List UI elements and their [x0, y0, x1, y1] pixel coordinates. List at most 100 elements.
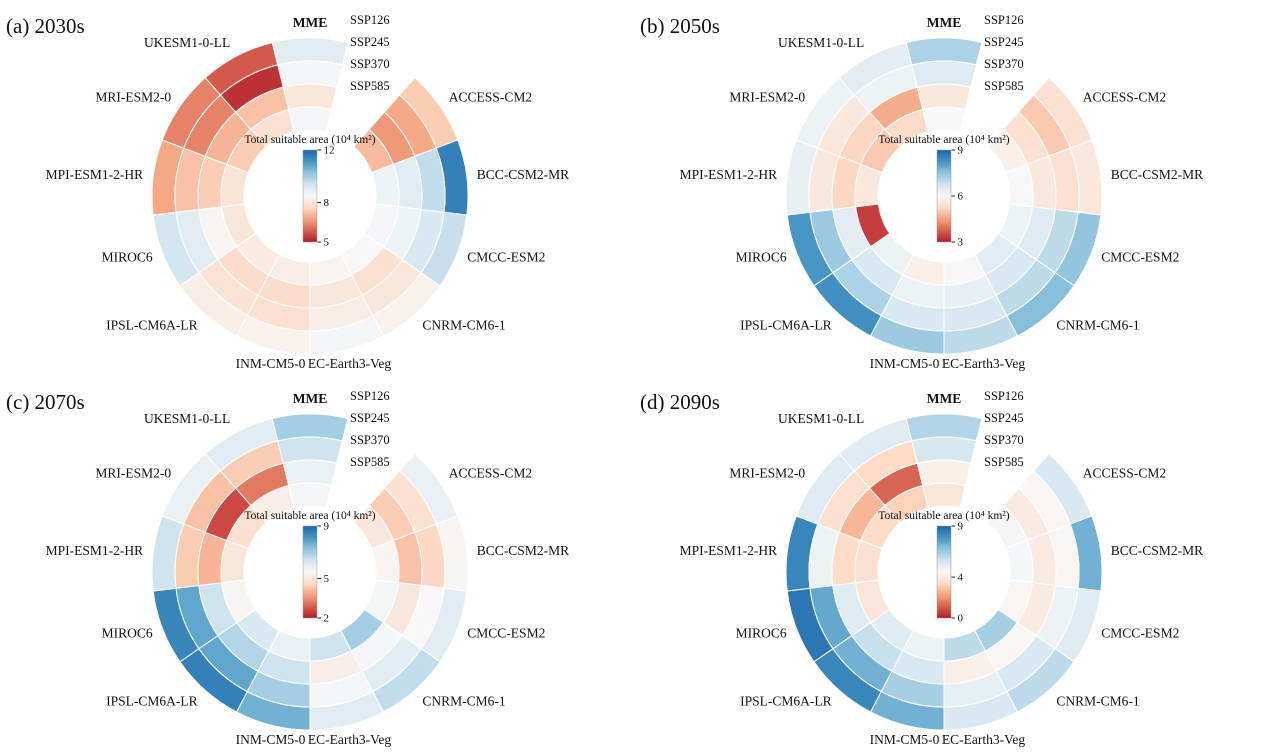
cell-BCC-CSM2-MR-SSP585 [1005, 539, 1034, 584]
model-label-UKESM1-0-LL: UKESM1-0-LL [778, 35, 864, 50]
ring-separator [283, 83, 337, 88]
colorbar-tick-label: 12 [324, 145, 335, 157]
ring-separator [911, 436, 977, 442]
colorbar [936, 149, 952, 243]
model-label-INM-CM5-0: INM-CM5-0 [870, 356, 940, 371]
ring-label-SSP245: SSP245 [984, 35, 1024, 49]
ring-label-SSP585: SSP585 [984, 79, 1024, 93]
ring-label-SSP370: SSP370 [350, 57, 390, 71]
ring-separator [277, 60, 343, 66]
ring-label-SSP245: SSP245 [350, 411, 390, 425]
ring-label-SSP245: SSP245 [350, 35, 390, 49]
model-label-EC-Earth3-Veg: EC-Earth3-Veg [308, 356, 391, 371]
colorbar-tick-label: 9 [324, 521, 330, 533]
ring-separator [197, 86, 423, 309]
panel-label: (d) 2090s [640, 390, 720, 414]
colorbar-title: Total suitable area (10⁴ km²) [878, 134, 1009, 146]
ring-separator [917, 459, 971, 464]
model-label-CNRM-CM6-1: CNRM-CM6-1 [1056, 694, 1139, 709]
ring-separator [854, 109, 1034, 286]
model-label-IPSL-CM6A-LR: IPSL-CM6A-LR [106, 318, 198, 333]
colorbar-tick-label: 0 [958, 613, 964, 625]
model-label-ACCESS-CM2: ACCESS-CM2 [1083, 90, 1166, 105]
colorbar-tick-label: 8 [324, 197, 330, 209]
model-label-CMCC-ESM2: CMCC-ESM2 [467, 625, 545, 640]
cell-BCC-CSM2-MR-SSP585 [1005, 163, 1034, 208]
model-label-MME: MME [293, 391, 328, 406]
model-label-MPI-ESM1-2-HR: MPI-ESM1-2-HR [46, 543, 144, 558]
ring-label-SSP126: SSP126 [984, 13, 1024, 27]
model-label-MIROC6: MIROC6 [736, 625, 787, 640]
model-label-CNRM-CM6-1: CNRM-CM6-1 [422, 694, 505, 709]
model-label-MIROC6: MIROC6 [102, 249, 153, 264]
ring-label-SSP126: SSP126 [350, 13, 390, 27]
ring-separator [854, 485, 1034, 662]
ring-separator [831, 462, 1057, 685]
model-label-MPI-ESM1-2-HR: MPI-ESM1-2-HR [680, 167, 778, 182]
model-label-CMCC-ESM2: CMCC-ESM2 [1101, 625, 1179, 640]
panel-label: (b) 2050s [640, 14, 720, 38]
model-label-MRI-ESM2-0: MRI-ESM2-0 [729, 466, 805, 481]
model-label-MIROC6: MIROC6 [102, 625, 153, 640]
ring-separator [220, 109, 400, 286]
cell-MME-SSP370 [282, 83, 338, 111]
cell-MME-SSP245 [911, 436, 977, 464]
ring-label-SSP370: SSP370 [984, 57, 1024, 71]
model-label-MIROC6: MIROC6 [736, 249, 787, 264]
model-label-UKESM1-0-LL: UKESM1-0-LL [144, 411, 230, 426]
model-label-UKESM1-0-LL: UKESM1-0-LL [778, 411, 864, 426]
ring-label-SSP585: SSP585 [350, 79, 390, 93]
model-label-BCC-CSM2-MR: BCC-CSM2-MR [477, 167, 569, 182]
model-label-MME: MME [927, 391, 962, 406]
model-label-CNRM-CM6-1: CNRM-CM6-1 [1056, 318, 1139, 333]
model-label-MRI-ESM2-0: MRI-ESM2-0 [729, 90, 805, 105]
ring-separator [288, 482, 332, 487]
cell-MME-SSP245 [911, 60, 977, 88]
ring-separator [831, 86, 1057, 309]
cell-MME-SSP245 [277, 436, 343, 464]
panel-a-circular-heatmap: MME ACCESS-CM2 BCC-CSM2-MR CMCC-ESM2 CNRM-CM… [6, 13, 569, 371]
model-label-INM-CM5-0: INM-CM5-0 [236, 356, 306, 371]
model-label-BCC-CSM2-MR: BCC-CSM2-MR [477, 543, 569, 558]
cell-UKESM1-0-LL-SSP585 [250, 484, 295, 524]
panel-b-circular-heatmap: MME ACCESS-CM2 BCC-CSM2-MR CMCC-ESM2 CNRM-CM… [640, 13, 1203, 371]
cell-MME-SSP585 [288, 106, 332, 133]
ring-label-SSP370: SSP370 [350, 433, 390, 447]
cell-MME-SSP370 [916, 83, 972, 111]
ring-separator [917, 83, 971, 88]
ring-separator [220, 485, 400, 662]
ring-separator [277, 436, 343, 442]
colorbar-title: Total suitable area (10⁴ km²) [244, 510, 375, 522]
model-label-INM-CM5-0: INM-CM5-0 [870, 732, 940, 747]
ring-separator [288, 106, 332, 111]
panel-c-circular-heatmap: MME ACCESS-CM2 BCC-CSM2-MR CMCC-ESM2 CNRM-CM… [6, 389, 569, 747]
colorbar [302, 149, 318, 243]
cell-MME-SSP585 [922, 106, 966, 133]
model-label-MRI-ESM2-0: MRI-ESM2-0 [95, 90, 171, 105]
colorbar-tick-label: 5 [324, 573, 330, 585]
cell-MME-SSP585 [922, 482, 966, 509]
panel-d-circular-heatmap: MME ACCESS-CM2 BCC-CSM2-MR CMCC-ESM2 CNRM-CM… [640, 389, 1203, 747]
model-label-CNRM-CM6-1: CNRM-CM6-1 [422, 318, 505, 333]
model-label-BCC-CSM2-MR: BCC-CSM2-MR [1111, 543, 1203, 558]
model-label-IPSL-CM6A-LR: IPSL-CM6A-LR [740, 318, 832, 333]
colorbar-title: Total suitable area (10⁴ km²) [244, 134, 375, 146]
model-label-IPSL-CM6A-LR: IPSL-CM6A-LR [740, 694, 832, 709]
panel-label: (c) 2070s [6, 390, 85, 414]
model-label-ACCESS-CM2: ACCESS-CM2 [449, 90, 532, 105]
model-label-CMCC-ESM2: CMCC-ESM2 [1101, 249, 1179, 264]
cell-BCC-CSM2-MR-SSP585 [371, 163, 400, 208]
ring-separator [911, 60, 977, 66]
model-label-UKESM1-0-LL: UKESM1-0-LL [144, 35, 230, 50]
cell-UKESM1-0-LL-SSP585 [884, 484, 929, 524]
ring-separator [922, 482, 966, 487]
colorbar-tick-label: 6 [958, 191, 964, 203]
cell-MME-SSP245 [277, 60, 343, 88]
colorbar-tick-label: 9 [958, 521, 964, 533]
model-label-ACCESS-CM2: ACCESS-CM2 [1083, 466, 1166, 481]
cell-UKESM1-0-LL-SSP585 [884, 108, 929, 148]
model-label-ACCESS-CM2: ACCESS-CM2 [449, 466, 532, 481]
cell-MME-SSP585 [288, 482, 332, 509]
ring-label-SSP370: SSP370 [984, 433, 1024, 447]
